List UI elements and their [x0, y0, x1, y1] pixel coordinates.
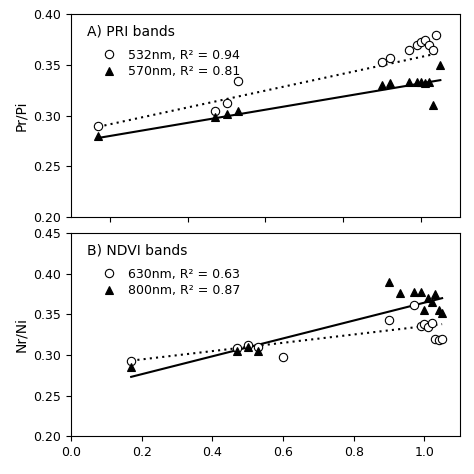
Legend: 532nm, R² = 0.94, 570nm, R² = 0.81: 532nm, R² = 0.94, 570nm, R² = 0.81	[93, 45, 244, 82]
Y-axis label: Nr/Ni: Nr/Ni	[14, 317, 28, 352]
Text: B) NDVI bands: B) NDVI bands	[87, 244, 187, 257]
Legend: 630nm, R² = 0.63, 800nm, R² = 0.87: 630nm, R² = 0.63, 800nm, R² = 0.87	[93, 264, 244, 301]
Text: A) PRI bands: A) PRI bands	[87, 24, 174, 38]
Y-axis label: Pr/Pi: Pr/Pi	[14, 100, 28, 131]
